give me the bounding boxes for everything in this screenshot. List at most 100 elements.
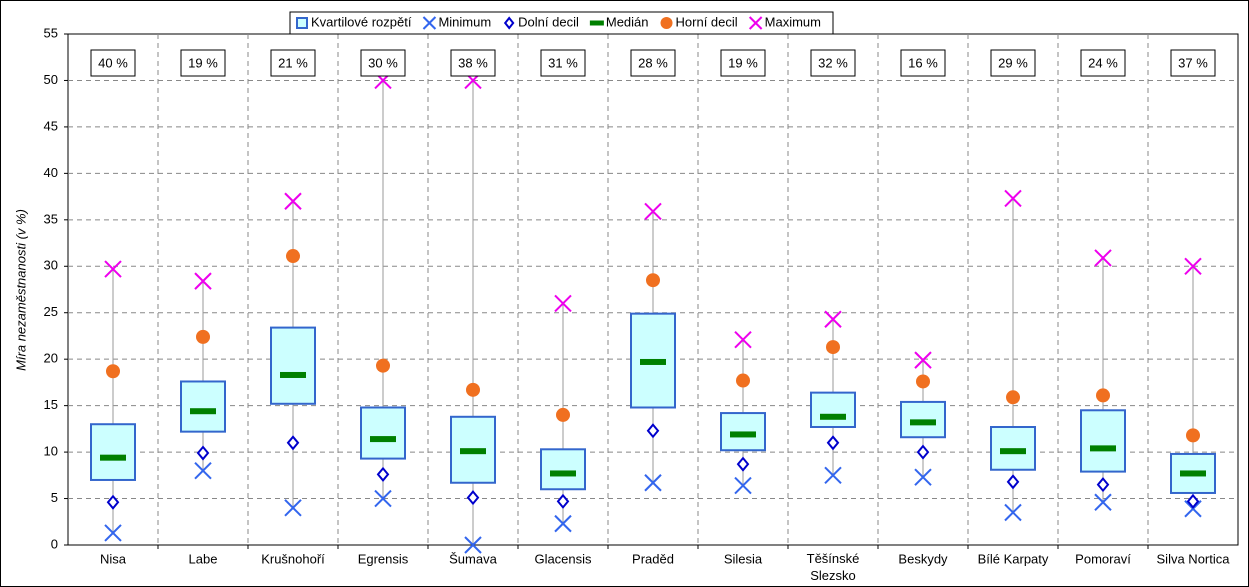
marker-3: [370, 436, 396, 443]
x-tick-label: Labe: [189, 551, 218, 566]
marker-2: [916, 444, 930, 460]
marker-stroke: [824, 310, 842, 328]
marker-2: [286, 435, 300, 451]
legend-icon: [748, 16, 763, 30]
y-tick-label: 10: [44, 444, 58, 459]
x-tick-label: Egrensis: [358, 551, 409, 566]
marker-3: [730, 431, 756, 438]
legend-icon: [589, 20, 604, 26]
iqr-box: [1080, 409, 1126, 473]
y-tick-label: 15: [44, 397, 58, 412]
marker-3: [1000, 448, 1026, 455]
annotation-box: [270, 49, 316, 77]
annotation: 24 %: [1088, 55, 1118, 70]
legend-box: [289, 11, 834, 35]
annotation: 37 %: [1178, 55, 1208, 70]
marker-1: [824, 466, 842, 485]
marker-stroke: [554, 294, 572, 313]
y-tick-label: 35: [44, 211, 58, 226]
marker-5: [1184, 257, 1202, 275]
iqr-box: [360, 406, 406, 460]
marker-3: [280, 371, 306, 378]
marker-2: [376, 466, 390, 482]
marker-1: [284, 499, 302, 517]
annotation-box: [540, 49, 586, 77]
x-tick-label: Šumava: [449, 551, 497, 566]
marker-5: [734, 330, 752, 349]
iqr-box: [180, 380, 226, 433]
annotation-box: [450, 49, 496, 77]
annotation: 32 %: [818, 55, 848, 70]
marker-2: [556, 493, 570, 509]
marker-5: [914, 351, 932, 369]
marker-stroke: [554, 514, 572, 533]
annotation: 16 %: [908, 55, 938, 70]
marker-4: [646, 273, 660, 288]
annotation-box: [810, 49, 856, 77]
y-tick-label: 30: [44, 258, 58, 273]
marker-5: [284, 192, 302, 210]
annotation-box: [180, 49, 226, 77]
annotation: 29 %: [998, 55, 1028, 70]
marker-5: [554, 294, 572, 313]
marker-3: [550, 470, 576, 477]
marker-4: [1096, 388, 1110, 403]
annotation-box: [720, 49, 766, 77]
marker-1: [194, 461, 212, 480]
y-tick-label: 20: [44, 351, 58, 366]
marker-1: [464, 536, 482, 554]
label-line: Slezsko: [810, 568, 856, 583]
marker-4: [466, 382, 480, 397]
marker-stroke: [104, 260, 122, 278]
marker-4: [286, 249, 300, 264]
marker-5: [1094, 249, 1112, 267]
marker-3: [190, 408, 216, 415]
x-tick-label: Pomoraví: [1075, 551, 1131, 566]
marker-5: [644, 202, 662, 221]
marker-4: [196, 329, 210, 344]
x-tick-label: Těšínské Slezsko: [807, 551, 860, 583]
annotation: 19 %: [188, 55, 218, 70]
iqr-box: [810, 391, 856, 429]
legend-icon: [422, 16, 437, 30]
marker-4: [556, 407, 570, 422]
legend-icon: [296, 17, 308, 29]
marker-stroke: [194, 272, 212, 290]
marker-2: [646, 423, 660, 439]
marker-2: [1186, 493, 1200, 509]
marker-4: [1186, 428, 1200, 443]
marker-stroke: [1004, 189, 1022, 208]
marker-3: [1090, 445, 1116, 452]
marker-2: [466, 490, 480, 506]
y-tick-label: 25: [44, 304, 58, 319]
marker-1: [914, 468, 932, 486]
annotation-box: [1080, 49, 1126, 77]
marker-3: [1180, 470, 1206, 477]
x-tick-label: Krušnohoří: [261, 551, 325, 566]
marker-stroke: [374, 489, 392, 508]
x-tick-label: Glacensis: [534, 551, 592, 566]
marker-2: [736, 456, 750, 472]
annotation-box: [630, 49, 676, 77]
label-line: Těšínské: [807, 551, 860, 566]
iqr-box: [270, 326, 316, 405]
marker-4: [376, 358, 390, 373]
annotation: 21 %: [278, 55, 308, 70]
marker-3: [910, 419, 936, 426]
marker-5: [1004, 189, 1022, 208]
annotation-box: [360, 49, 406, 77]
x-tick-label: Silva Nortica: [1157, 551, 1231, 566]
marker-4: [826, 340, 840, 355]
x-tick-label: Bílé Karpaty: [978, 551, 1049, 566]
annotation-box: [90, 49, 136, 77]
marker-5: [194, 272, 212, 290]
marker-3: [460, 448, 486, 455]
legend-label: Minimum: [438, 14, 491, 29]
marker-3: [100, 454, 126, 461]
marker-1: [644, 474, 662, 492]
annotation-box: [1170, 49, 1216, 77]
legend-icon: [660, 17, 673, 29]
marker-4: [106, 364, 120, 379]
x-tick-label: Beskydy: [898, 551, 948, 566]
